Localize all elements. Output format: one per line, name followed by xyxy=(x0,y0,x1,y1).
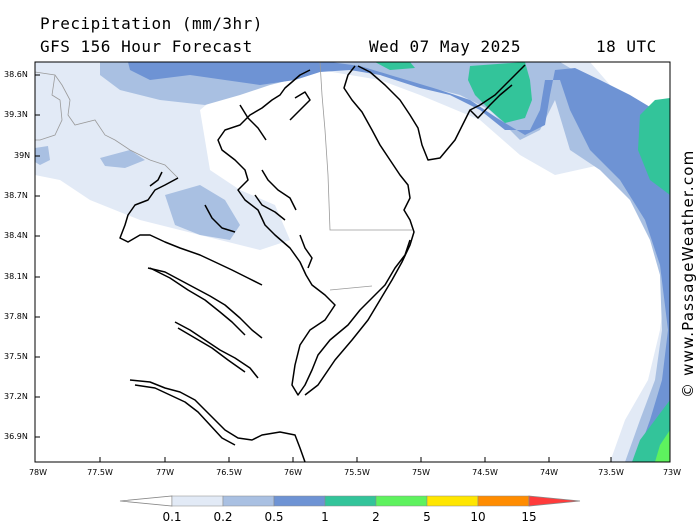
colorbar xyxy=(119,495,581,507)
lat-tick-label: 38.7N xyxy=(4,191,28,200)
colorbar-segment xyxy=(426,495,479,507)
colorbar-label: 1 xyxy=(321,510,329,524)
lon-tick-label: 76.5W xyxy=(216,468,242,477)
forecast-time: 18 UTC xyxy=(596,37,657,56)
colorbar-right-arrow xyxy=(528,495,581,507)
lat-tick-label: 38.6N xyxy=(4,70,28,79)
axis-ticks xyxy=(35,74,612,462)
map-title: Precipitation (mm/3hr) xyxy=(40,14,263,33)
map-frame xyxy=(34,61,671,463)
lat-tick-label: 36.9N xyxy=(4,432,28,441)
precipitation-fields xyxy=(35,62,670,462)
forecast-date: Wed 07 May 2025 xyxy=(369,37,521,56)
lon-tick-label: 76W xyxy=(283,468,303,477)
colorbar-label: 15 xyxy=(521,510,537,524)
credit-watermark: © www.PassageWeather.com xyxy=(679,149,697,398)
colorbar-segment xyxy=(324,495,377,507)
lon-tick-label: 77W xyxy=(155,468,175,477)
colorbar-left-arrow xyxy=(119,495,173,507)
lon-tick-label: 73W xyxy=(662,468,682,477)
lat-tick-label: 38.4N xyxy=(4,231,28,240)
lat-tick-label: 37.2N xyxy=(4,392,28,401)
colorbar-label: 0.1 xyxy=(162,510,182,524)
colorbar-label: 0.5 xyxy=(264,510,284,524)
lat-tick-label: 38.1N xyxy=(4,272,28,281)
lat-tick-label: 39N xyxy=(14,151,31,160)
lon-tick-label: 74W xyxy=(539,468,559,477)
colorbar-segment xyxy=(222,495,275,507)
colorbar-label: 0.2 xyxy=(213,510,233,524)
lon-tick-label: 73.5W xyxy=(598,468,624,477)
lat-tick-label: 37.8N xyxy=(4,312,28,321)
lon-tick-label: 74.5W xyxy=(472,468,498,477)
colorbar-segment xyxy=(273,495,326,507)
lon-tick-label: 75.5W xyxy=(344,468,370,477)
colorbar-label: 10 xyxy=(470,510,486,524)
colorbar-label: 2 xyxy=(372,510,380,524)
lat-tick-label: 37.5N xyxy=(4,352,28,361)
colorbar-segment xyxy=(477,495,530,507)
coastlines xyxy=(119,64,526,462)
lon-tick-label: 77.5W xyxy=(87,468,113,477)
lon-tick-label: 75W xyxy=(411,468,431,477)
state-boundaries xyxy=(35,62,412,291)
colorbar-label: 5 xyxy=(423,510,431,524)
colorbar-segment xyxy=(375,495,428,507)
lon-tick-label: 78W xyxy=(28,468,48,477)
lat-tick-label: 39.3N xyxy=(4,110,28,119)
forecast-model: GFS 156 Hour Forecast xyxy=(40,37,253,56)
colorbar-segment xyxy=(171,495,224,507)
